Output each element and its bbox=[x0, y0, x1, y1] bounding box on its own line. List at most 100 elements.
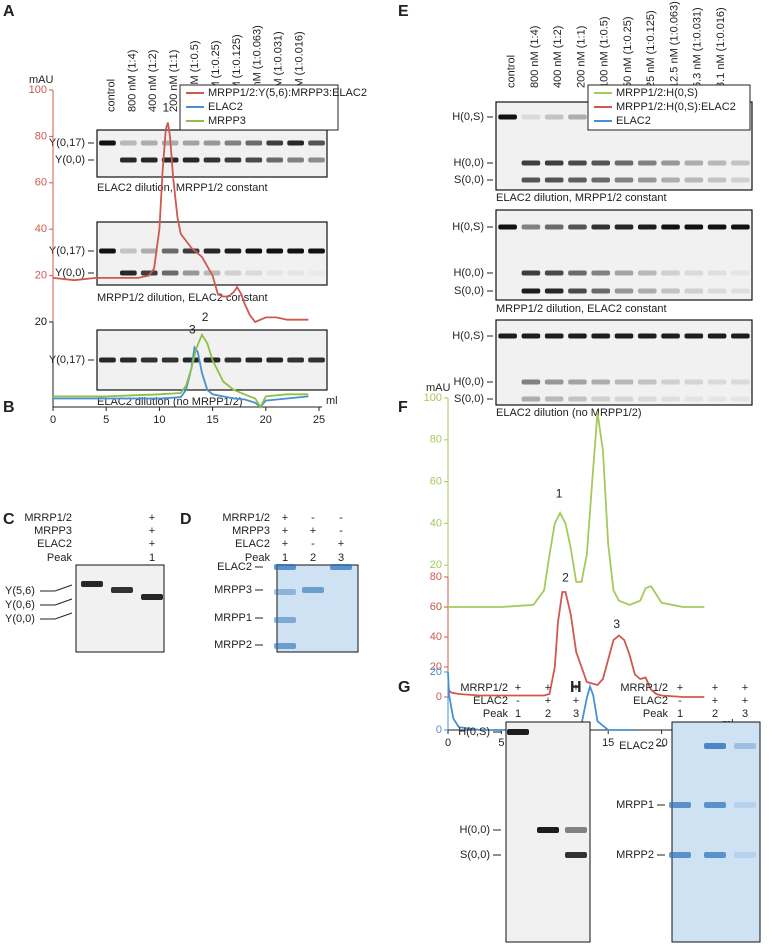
y-tick-label: 40 bbox=[430, 517, 442, 529]
y-tick-label: 0 bbox=[436, 601, 442, 613]
band bbox=[591, 224, 611, 230]
legend-label: MRPP1/2:H(0,S):ELAC2 bbox=[616, 101, 736, 113]
row-label: ELAC2 bbox=[235, 538, 270, 550]
y-tick-label: 40 bbox=[35, 223, 47, 235]
row-label: Peak bbox=[483, 708, 509, 720]
band-label: ELAC2 bbox=[619, 740, 654, 752]
band bbox=[684, 177, 704, 183]
band-label: Y(0,0) bbox=[5, 613, 35, 625]
band bbox=[266, 270, 284, 276]
lane-label: 6.3 nM (1:0.031) bbox=[692, 7, 704, 88]
band bbox=[661, 224, 680, 230]
gel bbox=[495, 319, 753, 406]
row-cell: 2 bbox=[712, 708, 718, 720]
y-tick-label: 80 bbox=[430, 434, 442, 446]
band bbox=[568, 288, 587, 294]
band bbox=[704, 743, 726, 749]
lane-label: 800 nM (1:4) bbox=[126, 50, 138, 112]
band bbox=[568, 396, 587, 402]
row-cell: + bbox=[149, 512, 155, 524]
band bbox=[544, 270, 564, 276]
row-cell: + bbox=[545, 682, 551, 694]
gel-caption: ELAC2 dilution, MRPP1/2 constant bbox=[97, 182, 268, 194]
band bbox=[99, 140, 116, 146]
band-label: H(0,0) bbox=[453, 267, 484, 279]
legend-label: MRPP1/2:Y(5,6):MRPP3:ELAC2 bbox=[208, 87, 367, 99]
band bbox=[591, 177, 611, 183]
band bbox=[521, 160, 541, 166]
y-tick-label: 100 bbox=[29, 84, 47, 96]
y-tick-label: 20 bbox=[35, 316, 47, 328]
band-label: MRPP1 bbox=[214, 612, 252, 624]
band bbox=[661, 396, 680, 402]
band-label: Y(0,6) bbox=[5, 599, 35, 611]
band bbox=[731, 288, 750, 294]
x-tick-label: 0 bbox=[50, 414, 56, 426]
band bbox=[684, 288, 704, 294]
row-label: Peak bbox=[245, 552, 271, 564]
band bbox=[637, 160, 657, 166]
row-cell: + bbox=[573, 695, 579, 707]
lane-label: 400 nM (1:2) bbox=[552, 26, 564, 88]
legend-label: ELAC2 bbox=[616, 115, 651, 127]
row-cell: + bbox=[282, 525, 288, 537]
band bbox=[274, 617, 296, 623]
band bbox=[614, 288, 634, 294]
band bbox=[521, 114, 541, 120]
y-tick-label: 20 bbox=[430, 666, 442, 678]
band bbox=[140, 248, 158, 254]
row-cell: + bbox=[310, 525, 316, 537]
y-tick-label: 80 bbox=[35, 130, 47, 142]
band bbox=[637, 333, 657, 339]
row-label: ELAC2 bbox=[37, 538, 72, 550]
row-cell: + bbox=[149, 538, 155, 550]
lane-label: 3.1 nM (1:0.016) bbox=[715, 7, 727, 88]
band bbox=[245, 270, 263, 276]
row-cell: 2 bbox=[310, 552, 316, 564]
band bbox=[245, 157, 263, 163]
band bbox=[637, 379, 657, 385]
band bbox=[498, 224, 517, 230]
gel-caption: ELAC2 dilution, MRPP1/2 constant bbox=[496, 192, 667, 204]
band-pointer bbox=[40, 612, 73, 620]
band-label: Y(5,6) bbox=[5, 585, 35, 597]
peak-label: 2 bbox=[562, 571, 569, 585]
band bbox=[684, 270, 704, 276]
lane-label: control bbox=[506, 55, 518, 88]
band-label: Y(0,0) bbox=[55, 154, 85, 166]
row-cell: 3 bbox=[573, 708, 579, 720]
band bbox=[203, 248, 221, 254]
band bbox=[731, 224, 750, 230]
band bbox=[274, 643, 296, 649]
band bbox=[669, 852, 691, 858]
band-label: S(0,0) bbox=[454, 174, 484, 186]
band bbox=[111, 587, 133, 593]
band bbox=[734, 743, 756, 749]
row-cell: + bbox=[742, 695, 748, 707]
y-tick-label: 0 bbox=[436, 724, 442, 736]
band bbox=[734, 802, 756, 808]
band bbox=[537, 827, 559, 833]
band bbox=[224, 270, 242, 276]
x-tick-label: 5 bbox=[498, 737, 504, 749]
band bbox=[704, 852, 726, 858]
band bbox=[274, 589, 296, 595]
legend bbox=[179, 84, 339, 131]
band bbox=[731, 333, 750, 339]
row-cell: 1 bbox=[677, 708, 683, 720]
band bbox=[120, 140, 137, 146]
x-tick-label: 20 bbox=[260, 414, 272, 426]
band bbox=[161, 270, 179, 276]
gel bbox=[96, 129, 328, 178]
row-cell: 2 bbox=[545, 708, 551, 720]
row-label: Peak bbox=[643, 708, 669, 720]
band bbox=[661, 333, 680, 339]
band bbox=[140, 140, 158, 146]
band bbox=[568, 379, 587, 385]
band-label: MRPP1 bbox=[616, 799, 654, 811]
band-label: Y(0,0) bbox=[55, 267, 85, 279]
row-cell: 3 bbox=[742, 708, 748, 720]
band bbox=[182, 357, 200, 363]
band bbox=[568, 114, 587, 120]
band bbox=[591, 288, 611, 294]
